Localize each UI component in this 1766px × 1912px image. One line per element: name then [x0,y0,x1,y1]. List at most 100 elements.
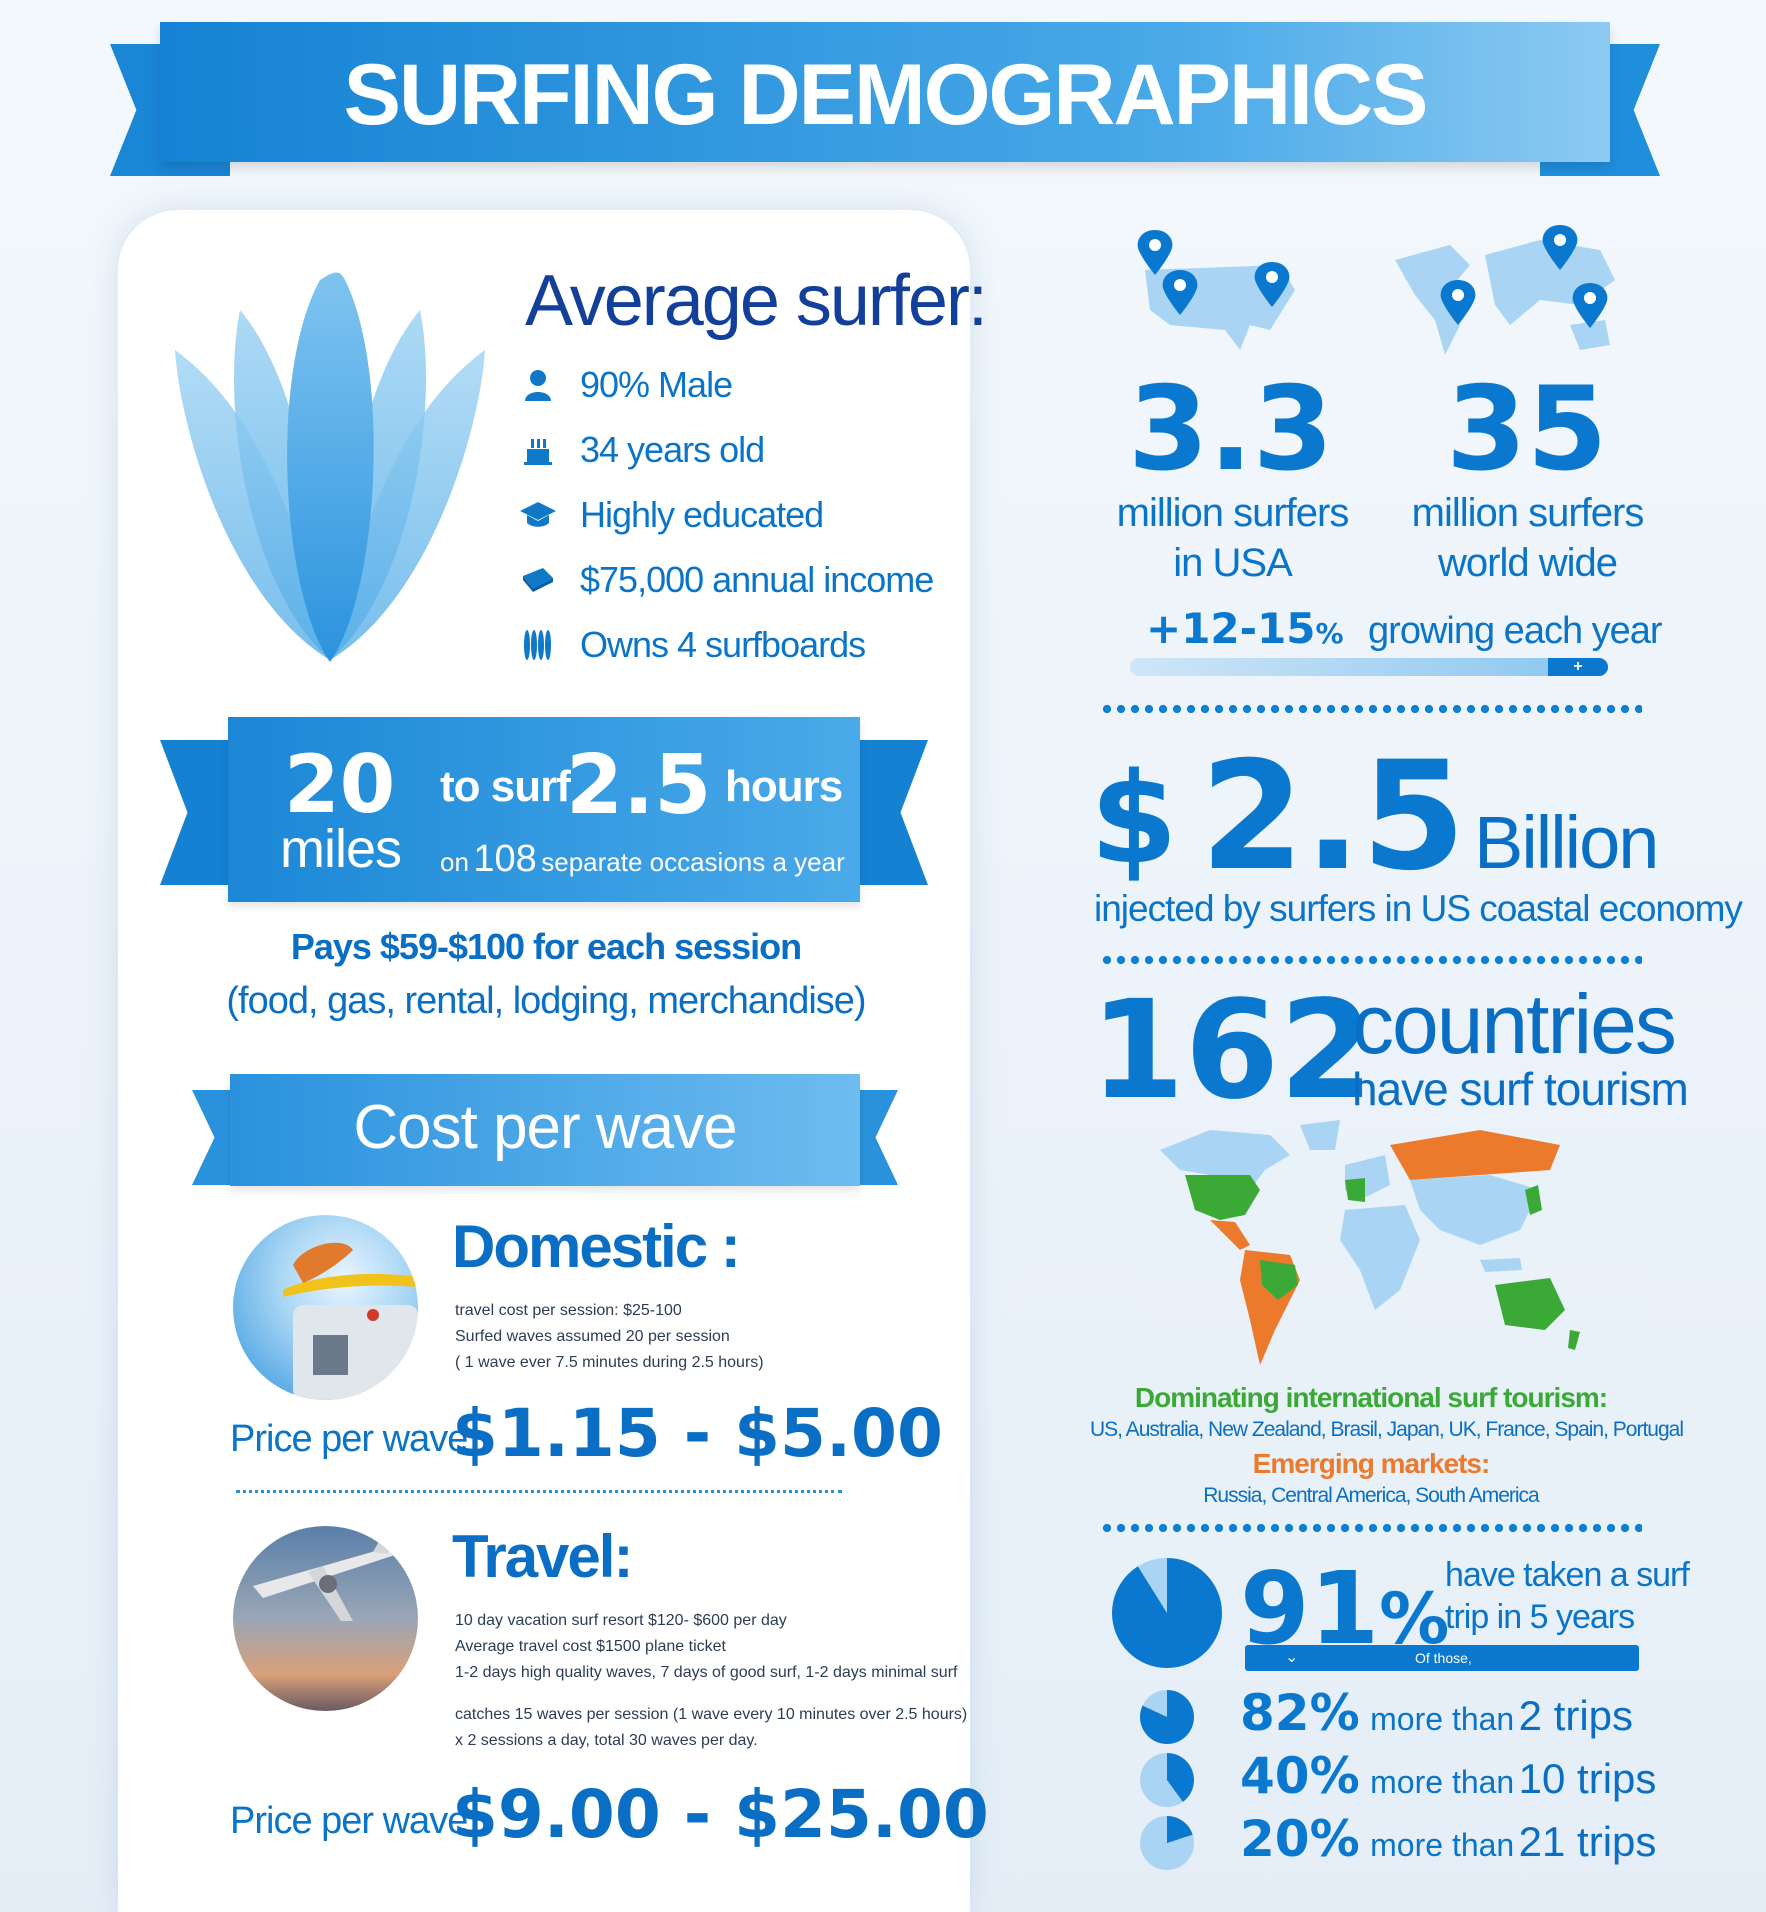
on-label: on [440,847,469,877]
countries-number: 162 [1090,972,1374,1130]
travel-detail-line: 1-2 days high quality waves, 7 days of g… [455,1664,958,1681]
domestic-price-label: Price per wave [230,1418,468,1460]
to-surf-label: to surf [440,762,571,811]
graduation-cap-icon [520,497,556,533]
growth-plus-marker: + [1548,658,1608,676]
hours-number: 2.5 [566,738,712,833]
travel-price: $9.00 - $25.00 [452,1776,989,1853]
avg-item-income: $75,000 annual income [520,555,934,605]
growth-bar [1130,658,1608,676]
world-map-icon [1395,225,1615,355]
world-surfers-number: 35 [1446,362,1608,497]
average-surfer-heading: Average surfer: [525,261,988,341]
emerging-list: Russia, Central America, South America [1203,1484,1540,1507]
economy-number: 2.5 [1200,730,1466,904]
travel-detail-line: Average travel cost $1500 plane ticket [455,1638,726,1655]
trips-row-3: 20% more than 21 trips [1240,1810,1656,1868]
domestic-price: $1.15 - $5.00 [452,1395,943,1472]
economy-dollar: $ [1090,745,1178,892]
trips-main-text: have taken a surf trip in 5 years [1445,1554,1690,1638]
pays-line: Pays $59-$100 for each session [290,926,802,967]
domestic-detail-line: ( 1 wave ever 7.5 minutes during 2.5 hou… [455,1354,764,1371]
of-those-label: Of those, [1415,1650,1472,1666]
occasions-number: 108 [473,838,537,880]
economy-text: injected by surfers in US coastal econom… [1094,888,1743,929]
avg-item-label: Highly educated [580,494,824,535]
section-divider [1100,704,1642,714]
avg-item-label: 90% Male [580,364,733,405]
of-those-bar: ⌄ Of those, [1245,1645,1639,1671]
growth-percent: % [1315,617,1344,650]
travel-details-2: catches 15 waves per session (1 wave eve… [455,1702,967,1754]
dominating-list: US, Australia, New Zealand, Brasil, Japa… [1090,1418,1684,1441]
trips-row-percent: 40% [1240,1747,1360,1805]
trips-row-count: 2 trips [1518,1692,1634,1739]
cost-per-wave-heading: Cost per wave [353,1093,737,1162]
occasions-line: on 108 separate occasions a year [440,838,845,881]
countries-word: countries [1352,977,1677,1071]
travel-details: 10 day vacation surf resort $120- $600 p… [455,1608,957,1686]
trips-row-label: more than [1370,1701,1515,1737]
usa-surfers-label: million surfers in USA [1110,488,1355,588]
section-divider [1100,955,1642,965]
cost-per-wave-banner [230,1074,860,1186]
cake-icon [520,432,556,468]
hours-label: hours [725,762,843,811]
surf-tourism-world-map [1160,1120,1580,1365]
growth-text: growing each year [1368,610,1663,652]
domestic-detail-line: travel cost per session: $25-100 [455,1302,682,1319]
growth-line: +12-15% growing each year [1146,604,1663,653]
chevron-down-icon: ⌄ [1285,1649,1299,1666]
domestic-photo [233,1215,418,1400]
world-surfers-label-line: million surfers [1411,491,1645,535]
occasions-text: separate occasions a year [541,847,845,877]
page-title: SURFING DEMOGRAPHICS [343,47,1429,143]
surfboards-icon [520,627,556,663]
section-divider [1100,1523,1642,1533]
dominating-label: Dominating international surf tourism: [1134,1382,1608,1413]
miles-number: 20 [284,738,396,831]
trips-pie-40 [1140,1753,1194,1807]
trips-main-text-line: have taken a surf [1445,1556,1690,1594]
trips-row-count: 10 trips [1518,1755,1657,1802]
avg-item-label: $75,000 annual income [580,559,934,600]
money-icon [520,562,556,598]
countries-text: have surf tourism [1352,1063,1689,1115]
growth-number: +12-15 [1146,604,1316,653]
domestic-title: Domestic : [452,1213,741,1280]
avg-item-gender: 90% Male [520,360,733,410]
trips-row-count: 21 trips [1518,1818,1657,1865]
usa-surfers-label-line: million surfers [1116,491,1350,535]
trips-row-label: more than [1370,1764,1515,1800]
trips-row-percent: 82% [1240,1684,1360,1742]
travel-detail-line: x 2 sessions a day, total 30 waves per d… [455,1732,758,1749]
title-banner: SURFING DEMOGRAPHICS [110,22,1660,182]
banner-body: SURFING DEMOGRAPHICS [160,22,1610,162]
commute-banner [228,717,860,902]
trips-pie-20 [1140,1816,1194,1870]
world-surfers-label-line: world wide [1438,541,1618,585]
trips-row-2: 40% more than 10 trips [1240,1747,1656,1805]
usa-surfers-label-line: in USA [1173,541,1293,585]
economy-unit: Billion [1474,801,1659,884]
trips-main-text-line: trip in 5 years [1445,1598,1635,1636]
travel-price-label: Price per wave [230,1800,468,1842]
travel-detail-line: 10 day vacation surf resort $120- $600 p… [455,1612,787,1629]
trips-pie-82 [1140,1690,1194,1744]
emerging-label: Emerging markets: [1252,1448,1491,1479]
person-icon [520,367,556,403]
surfboards-illustration [175,272,485,662]
avg-item-education: Highly educated [520,490,824,540]
world-surfers-label: million surfers world wide [1405,488,1650,588]
travel-photo [233,1526,418,1711]
trips-pie-main [1112,1558,1222,1668]
trips-row-1: 82% more than 2 trips [1240,1684,1633,1742]
usa-surfers-number: 3.3 [1128,362,1334,497]
usa-map-icon [1137,230,1295,350]
travel-title: Travel: [452,1523,633,1590]
miles-label: miles [280,819,402,879]
avg-item-label: 34 years old [580,429,765,470]
pays-detail: (food, gas, rental, lodging, merchandise… [226,980,866,1022]
avg-item-label: Owns 4 surfboards [580,624,866,665]
avg-item-surfboards: Owns 4 surfboards [520,620,866,670]
